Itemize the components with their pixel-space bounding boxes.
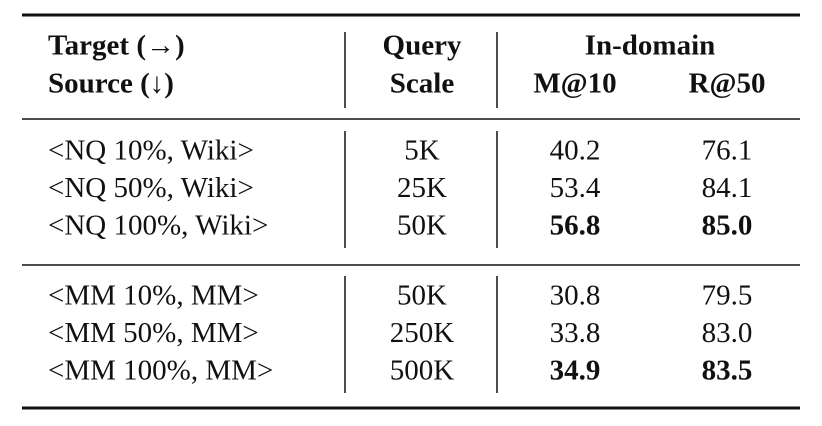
header-cell: Query <box>383 30 462 62</box>
table-cell: <MM 50%, MM> <box>48 317 259 349</box>
table-cell: 33.8 <box>550 317 601 349</box>
header-group: In-domain <box>585 30 716 62</box>
table-cell: 30.8 <box>550 280 601 312</box>
table-cell: <NQ 50%, Wiki> <box>48 172 254 204</box>
table-cell: <MM 100%, MM> <box>48 355 273 387</box>
table-cell: 83.5 <box>702 355 753 387</box>
table-cell: <NQ 10%, Wiki> <box>48 135 254 167</box>
table-cell: 85.0 <box>702 210 753 242</box>
header-cell: R@50 <box>689 68 766 100</box>
table-cell: 50K <box>397 280 447 312</box>
table-cell: 34.9 <box>550 355 601 387</box>
table-cell: 500K <box>390 355 455 387</box>
header-cell: M@10 <box>533 68 616 100</box>
table-cell: <NQ 100%, Wiki> <box>48 210 268 242</box>
header-cell: Target (→) <box>48 30 185 62</box>
table-cell: 40.2 <box>550 135 601 167</box>
table-cell: 53.4 <box>550 172 601 204</box>
table-cell: 76.1 <box>702 135 753 167</box>
table-cell: <MM 10%, MM> <box>48 280 259 312</box>
table-cell: 50K <box>397 210 447 242</box>
table-cell: 5K <box>404 135 440 167</box>
header-cell: Scale <box>390 68 455 100</box>
table-cell: 250K <box>390 317 455 349</box>
table-cell: 79.5 <box>702 280 753 312</box>
table-cell: 25K <box>397 172 447 204</box>
table-cell: 83.0 <box>702 317 753 349</box>
table-cell: 84.1 <box>702 172 753 204</box>
table-cell: 56.8 <box>550 210 601 242</box>
header-cell: Source (↓) <box>48 68 174 100</box>
